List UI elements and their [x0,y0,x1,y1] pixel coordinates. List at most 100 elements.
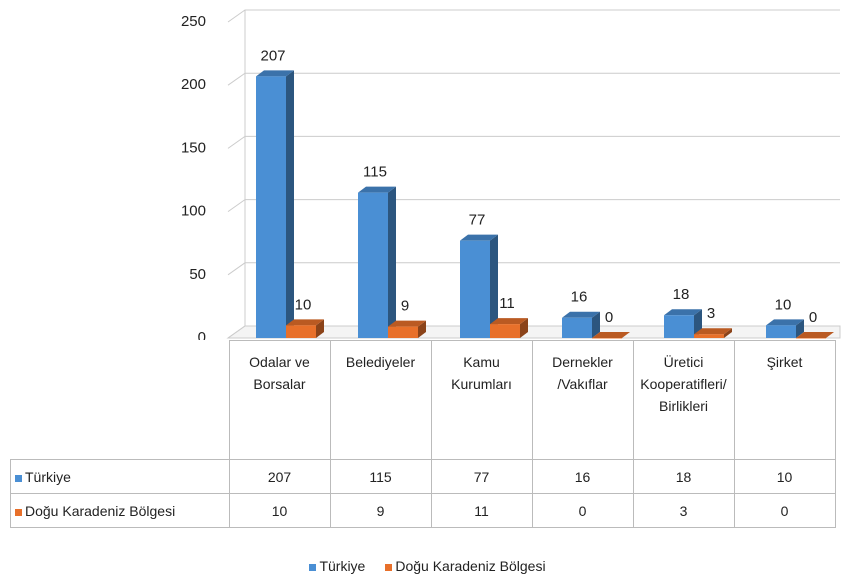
bar-front [490,324,520,338]
bar-side [724,328,732,338]
table-series-cell: Doğu Karadeniz Bölgesi [10,493,230,528]
table-value: 3 [632,493,735,528]
category-label: Belediyeler [329,340,432,460]
data-label: 207 [260,47,285,64]
bar-side [520,318,528,338]
bar-top [694,328,732,335]
data-label: 10 [775,296,792,313]
bar-side [796,319,804,338]
bar [796,332,834,339]
table-value: 0 [531,493,634,528]
bar [358,186,396,338]
y-tick-label: 200 [181,76,206,93]
table-value: 0 [733,493,836,528]
bar-top [562,311,600,318]
bar [388,320,426,338]
bar [256,70,294,339]
bar-front [256,76,286,339]
table-series-cell: Türkiye [10,459,230,494]
data-label: 0 [809,309,817,326]
bar-top [490,318,528,325]
bar-front [460,240,490,338]
bar-front [286,325,316,338]
legend-label: Doğu Karadeniz Bölgesi [395,558,546,574]
bar-front [796,338,826,339]
bar-front [694,334,724,338]
grid-line [227,262,840,276]
bar-side [592,311,600,338]
series-name: Doğu Karadeniz Bölgesi [25,502,176,519]
bar [592,332,630,339]
legend-swatch [15,474,22,482]
grid-line [227,135,840,149]
bar [694,328,732,338]
category-label: Üretici Kooperatifleri/Birlikleri [632,340,735,460]
table-value: 115 [329,459,432,494]
bar-top [460,234,498,241]
table-value: 207 [228,459,331,494]
bar-side [388,186,396,338]
bar-top [358,186,396,193]
legend: Türkiye Doğu Karadeniz Bölgesi [0,558,855,574]
data-label: 10 [295,296,312,313]
data-label: 115 [363,164,387,181]
legend-swatch [15,508,22,516]
legend-swatch [309,564,317,571]
legend-label: Türkiye [319,558,366,574]
bar-top [664,309,702,316]
series-name: Türkiye [25,468,71,485]
bar [286,319,324,338]
table-value: 77 [430,459,533,494]
grid-line [227,9,840,23]
bar-front [388,326,418,338]
table-value: 18 [632,459,735,494]
data-label: 16 [571,289,588,306]
legend-item: Türkiye [309,558,365,574]
data-label: 0 [605,309,613,326]
table-header-row: Odalar ve Borsalar Belediyeler Kamu Kuruml… [11,340,836,460]
category-label: Şirket [733,340,836,460]
category-label: Odalar ve Borsalar [228,340,331,460]
y-tick-label: 0 [198,329,206,340]
data-label: 3 [707,305,715,322]
table-row: Doğu Karadeniz Bölgesi 10 9 11 0 3 0 [10,493,836,528]
bar [490,318,528,338]
data-label: 18 [673,286,690,303]
bar-front [358,192,388,338]
bar-front [664,315,694,338]
bar [766,319,804,338]
bar-top [592,332,630,338]
table-row: Türkiye 207 115 77 16 18 10 [10,459,836,494]
bar-top [766,319,804,326]
table-value: 10 [733,459,836,494]
category-label: Dernekler /Vakıflar [531,340,634,460]
table-value: 10 [228,493,331,528]
bar-top [796,332,834,338]
y-tick-label: 150 [181,139,206,156]
table-value: 9 [329,493,432,528]
bar-top [256,70,294,77]
table-value: 11 [430,493,533,528]
y-tick-label: 50 [189,266,206,283]
bar-front [562,317,592,338]
legend-swatch [385,564,393,571]
y-tick-label: 100 [181,203,206,220]
grid-line [227,325,840,339]
bar [562,311,600,338]
bar-side [490,234,498,338]
bar-side [316,319,324,338]
bar-side [418,320,426,338]
y-tick-label: 250 [181,13,206,30]
bar-top [286,319,324,326]
bar [460,234,498,338]
grid-line [227,199,840,213]
data-label: 77 [469,212,486,229]
legend-item: Doğu Karadeniz Bölgesi [385,558,546,574]
data-table: Odalar ve Borsalar Belediyeler Kamu Kuruml… [10,340,836,528]
data-label: 9 [401,298,409,315]
category-label: Kamu Kurumları [430,340,533,460]
bar-side [286,70,294,339]
table-corner [11,341,230,460]
